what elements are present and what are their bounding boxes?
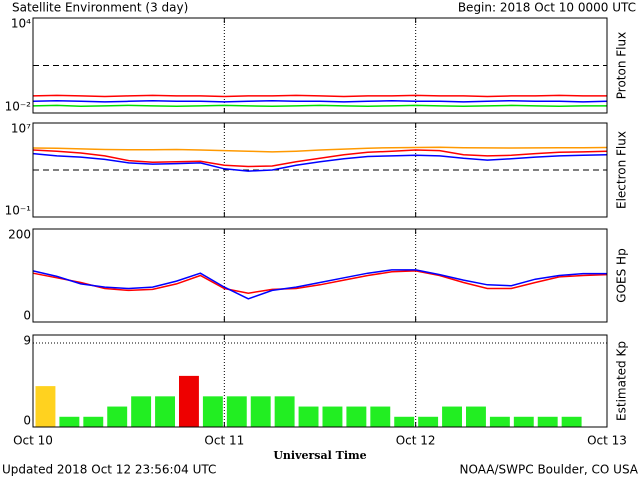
y-axis-label: Electron Flux bbox=[615, 131, 629, 209]
bar bbox=[489, 416, 510, 427]
panel-frame bbox=[32, 228, 608, 323]
bar bbox=[298, 406, 319, 427]
y-tick-label: 10⁷ bbox=[11, 122, 31, 136]
series-line bbox=[32, 149, 608, 168]
x-tick-label: Oct 11 bbox=[204, 434, 244, 448]
series-line bbox=[32, 104, 607, 107]
y-axis-label: GOES Hp bbox=[615, 248, 629, 302]
chart-title: Satellite Environment (3 day) bbox=[12, 1, 188, 15]
panel-frame bbox=[32, 122, 608, 218]
y-tick-label: 0 bbox=[23, 309, 31, 323]
bar bbox=[179, 375, 199, 427]
bar bbox=[250, 396, 271, 427]
x-axis-label: Universal Time bbox=[273, 449, 366, 462]
bar bbox=[442, 406, 462, 427]
bar bbox=[322, 406, 343, 427]
x-tick-label: Oct 12 bbox=[396, 434, 436, 448]
x-tick-label: Oct 13 bbox=[587, 434, 627, 448]
series-line bbox=[32, 152, 608, 172]
begin-label: Begin: 2018 Oct 10 0000 UTC bbox=[458, 1, 636, 15]
bar bbox=[561, 416, 582, 427]
bar bbox=[466, 406, 486, 427]
series-line bbox=[32, 99, 608, 103]
series-line bbox=[32, 146, 608, 153]
series-line bbox=[32, 269, 607, 300]
bar bbox=[537, 416, 558, 427]
bar bbox=[370, 406, 391, 427]
y-axis-label: Estimated Kp bbox=[615, 341, 629, 421]
bar bbox=[346, 406, 367, 427]
bar bbox=[394, 416, 415, 427]
y-tick-label: 200 bbox=[8, 228, 31, 242]
bar bbox=[155, 396, 175, 427]
updated-label: Updated 2018 Oct 12 23:56:04 UTC bbox=[2, 463, 216, 477]
x-tick-label: Oct 10 bbox=[13, 434, 53, 448]
credit-label: NOAA/SWPC Boulder, CO USA bbox=[460, 463, 639, 477]
bar bbox=[83, 416, 104, 427]
bar bbox=[202, 396, 223, 427]
y-tick-label: 10⁴ bbox=[11, 17, 31, 31]
series-line bbox=[32, 270, 608, 294]
series-line bbox=[32, 94, 607, 98]
panel-frame bbox=[32, 334, 608, 428]
bar bbox=[274, 396, 295, 427]
y-tick-label: 10⁻¹ bbox=[5, 204, 32, 218]
bar bbox=[35, 386, 56, 427]
y-axis-label: Proton Flux bbox=[615, 32, 629, 99]
bar bbox=[226, 396, 247, 427]
bar bbox=[131, 396, 152, 427]
bar bbox=[513, 416, 534, 427]
bar bbox=[418, 416, 439, 427]
y-tick-label: 9 bbox=[23, 334, 31, 348]
y-tick-label: 10⁻² bbox=[5, 100, 32, 114]
bar bbox=[59, 416, 80, 427]
panel-frame bbox=[32, 17, 608, 114]
bar bbox=[107, 406, 128, 427]
y-tick-label: 0 bbox=[23, 414, 31, 428]
